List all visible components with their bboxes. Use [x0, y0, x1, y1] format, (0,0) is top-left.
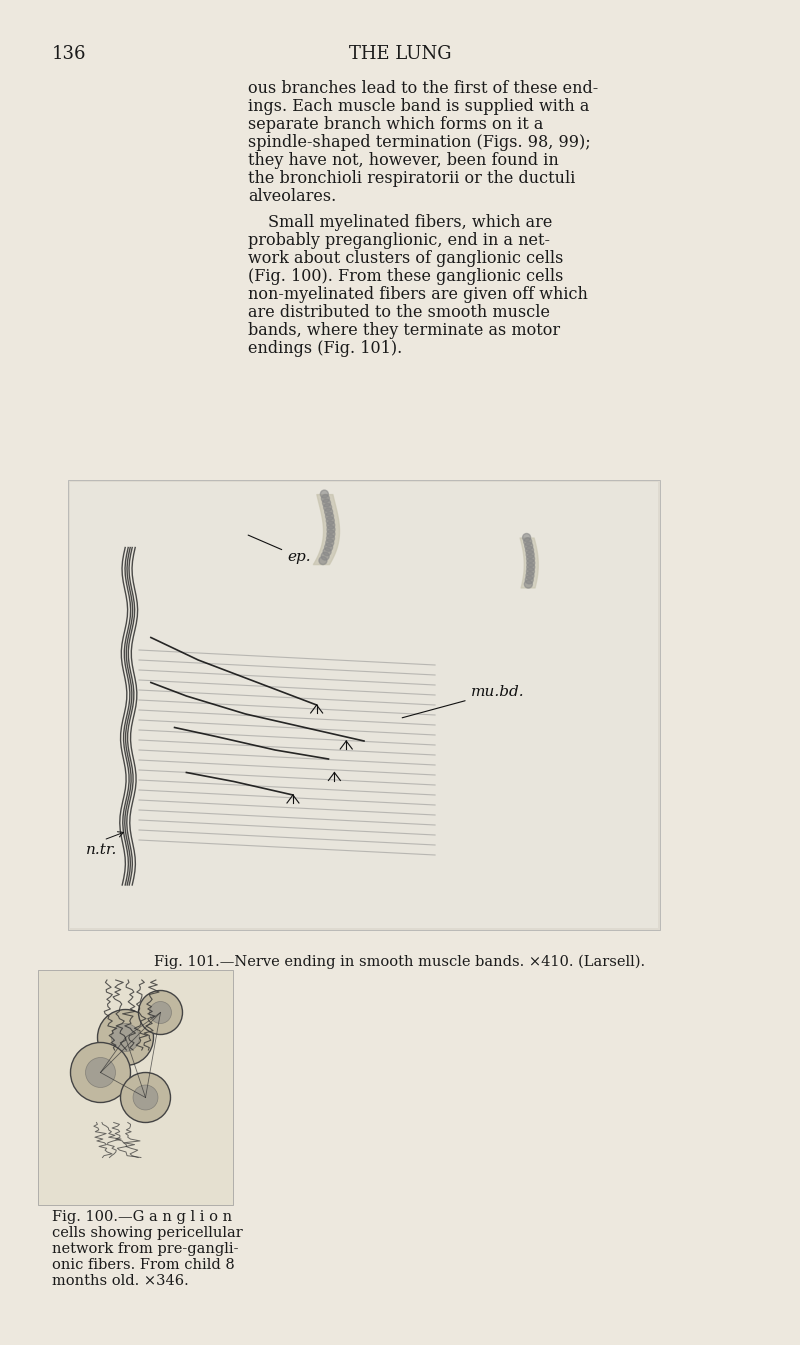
Circle shape: [98, 1010, 154, 1065]
Text: separate branch which forms on it a: separate branch which forms on it a: [248, 116, 543, 133]
Circle shape: [325, 508, 333, 516]
Circle shape: [133, 1085, 158, 1110]
Circle shape: [325, 543, 333, 551]
Circle shape: [319, 557, 327, 565]
Text: the bronchioli respiratorii or the ductuli: the bronchioli respiratorii or the ductu…: [248, 169, 575, 187]
Circle shape: [524, 538, 532, 546]
Circle shape: [326, 516, 334, 525]
Circle shape: [526, 564, 534, 572]
Text: THE LUNG: THE LUNG: [349, 44, 451, 63]
Circle shape: [526, 546, 534, 554]
Text: n.tr.: n.tr.: [86, 842, 117, 857]
Circle shape: [322, 495, 330, 503]
FancyBboxPatch shape: [70, 482, 658, 928]
Circle shape: [321, 553, 329, 560]
Text: ings. Each muscle band is supplied with a: ings. Each muscle band is supplied with …: [248, 98, 590, 116]
Circle shape: [327, 530, 335, 538]
Text: mu.bd.: mu.bd.: [402, 685, 524, 718]
Circle shape: [522, 534, 530, 542]
Circle shape: [320, 490, 328, 498]
Circle shape: [326, 539, 334, 547]
Text: probably preganglionic, end in a net-: probably preganglionic, end in a net-: [248, 231, 550, 249]
Circle shape: [525, 542, 533, 550]
Text: ep.: ep.: [248, 535, 310, 564]
FancyBboxPatch shape: [68, 480, 660, 929]
Text: network from pre-gangli-: network from pre-gangli-: [52, 1241, 238, 1256]
Circle shape: [138, 990, 182, 1034]
Text: Small myelinated fibers, which are: Small myelinated fibers, which are: [268, 214, 552, 231]
Circle shape: [526, 554, 534, 562]
Circle shape: [526, 550, 534, 558]
Text: non-myelinated fibers are given off which: non-myelinated fibers are given off whic…: [248, 286, 588, 303]
Circle shape: [324, 503, 332, 511]
Text: (Fig. 100). From these ganglionic cells: (Fig. 100). From these ganglionic cells: [248, 268, 563, 285]
Circle shape: [111, 1024, 139, 1052]
Circle shape: [70, 1042, 130, 1103]
Text: work about clusters of ganglionic cells: work about clusters of ganglionic cells: [248, 250, 563, 268]
Circle shape: [326, 512, 334, 521]
Text: ous branches lead to the first of these end-: ous branches lead to the first of these …: [248, 79, 598, 97]
Circle shape: [322, 499, 330, 507]
Text: spindle-shaped termination (Figs. 98, 99);: spindle-shaped termination (Figs. 98, 99…: [248, 134, 590, 151]
Text: months old. ×346.: months old. ×346.: [52, 1274, 189, 1289]
Circle shape: [526, 576, 534, 584]
FancyBboxPatch shape: [38, 970, 233, 1205]
Circle shape: [326, 534, 334, 542]
Circle shape: [526, 560, 534, 568]
Text: bands, where they terminate as motor: bands, where they terminate as motor: [248, 321, 560, 339]
Text: onic fibers. From child 8: onic fibers. From child 8: [52, 1258, 234, 1272]
Text: Fig. 101.—Nerve ending in smooth muscle bands. ×410. (Larsell).: Fig. 101.—Nerve ending in smooth muscle …: [154, 955, 646, 970]
Text: 136: 136: [52, 44, 86, 63]
Circle shape: [121, 1072, 170, 1123]
Text: cells showing pericellular: cells showing pericellular: [52, 1227, 242, 1240]
Circle shape: [323, 547, 331, 555]
Circle shape: [526, 568, 534, 576]
Text: endings (Fig. 101).: endings (Fig. 101).: [248, 340, 402, 356]
Circle shape: [150, 1002, 171, 1024]
Circle shape: [326, 521, 334, 529]
Text: alveolares.: alveolares.: [248, 188, 336, 204]
Circle shape: [86, 1057, 115, 1088]
Text: they have not, however, been found in: they have not, however, been found in: [248, 152, 558, 169]
Circle shape: [524, 580, 532, 588]
Text: Fig. 100.—G a n g l i o n: Fig. 100.—G a n g l i o n: [52, 1210, 232, 1224]
Circle shape: [327, 526, 335, 534]
Circle shape: [526, 572, 534, 580]
Text: are distributed to the smooth muscle: are distributed to the smooth muscle: [248, 304, 550, 321]
